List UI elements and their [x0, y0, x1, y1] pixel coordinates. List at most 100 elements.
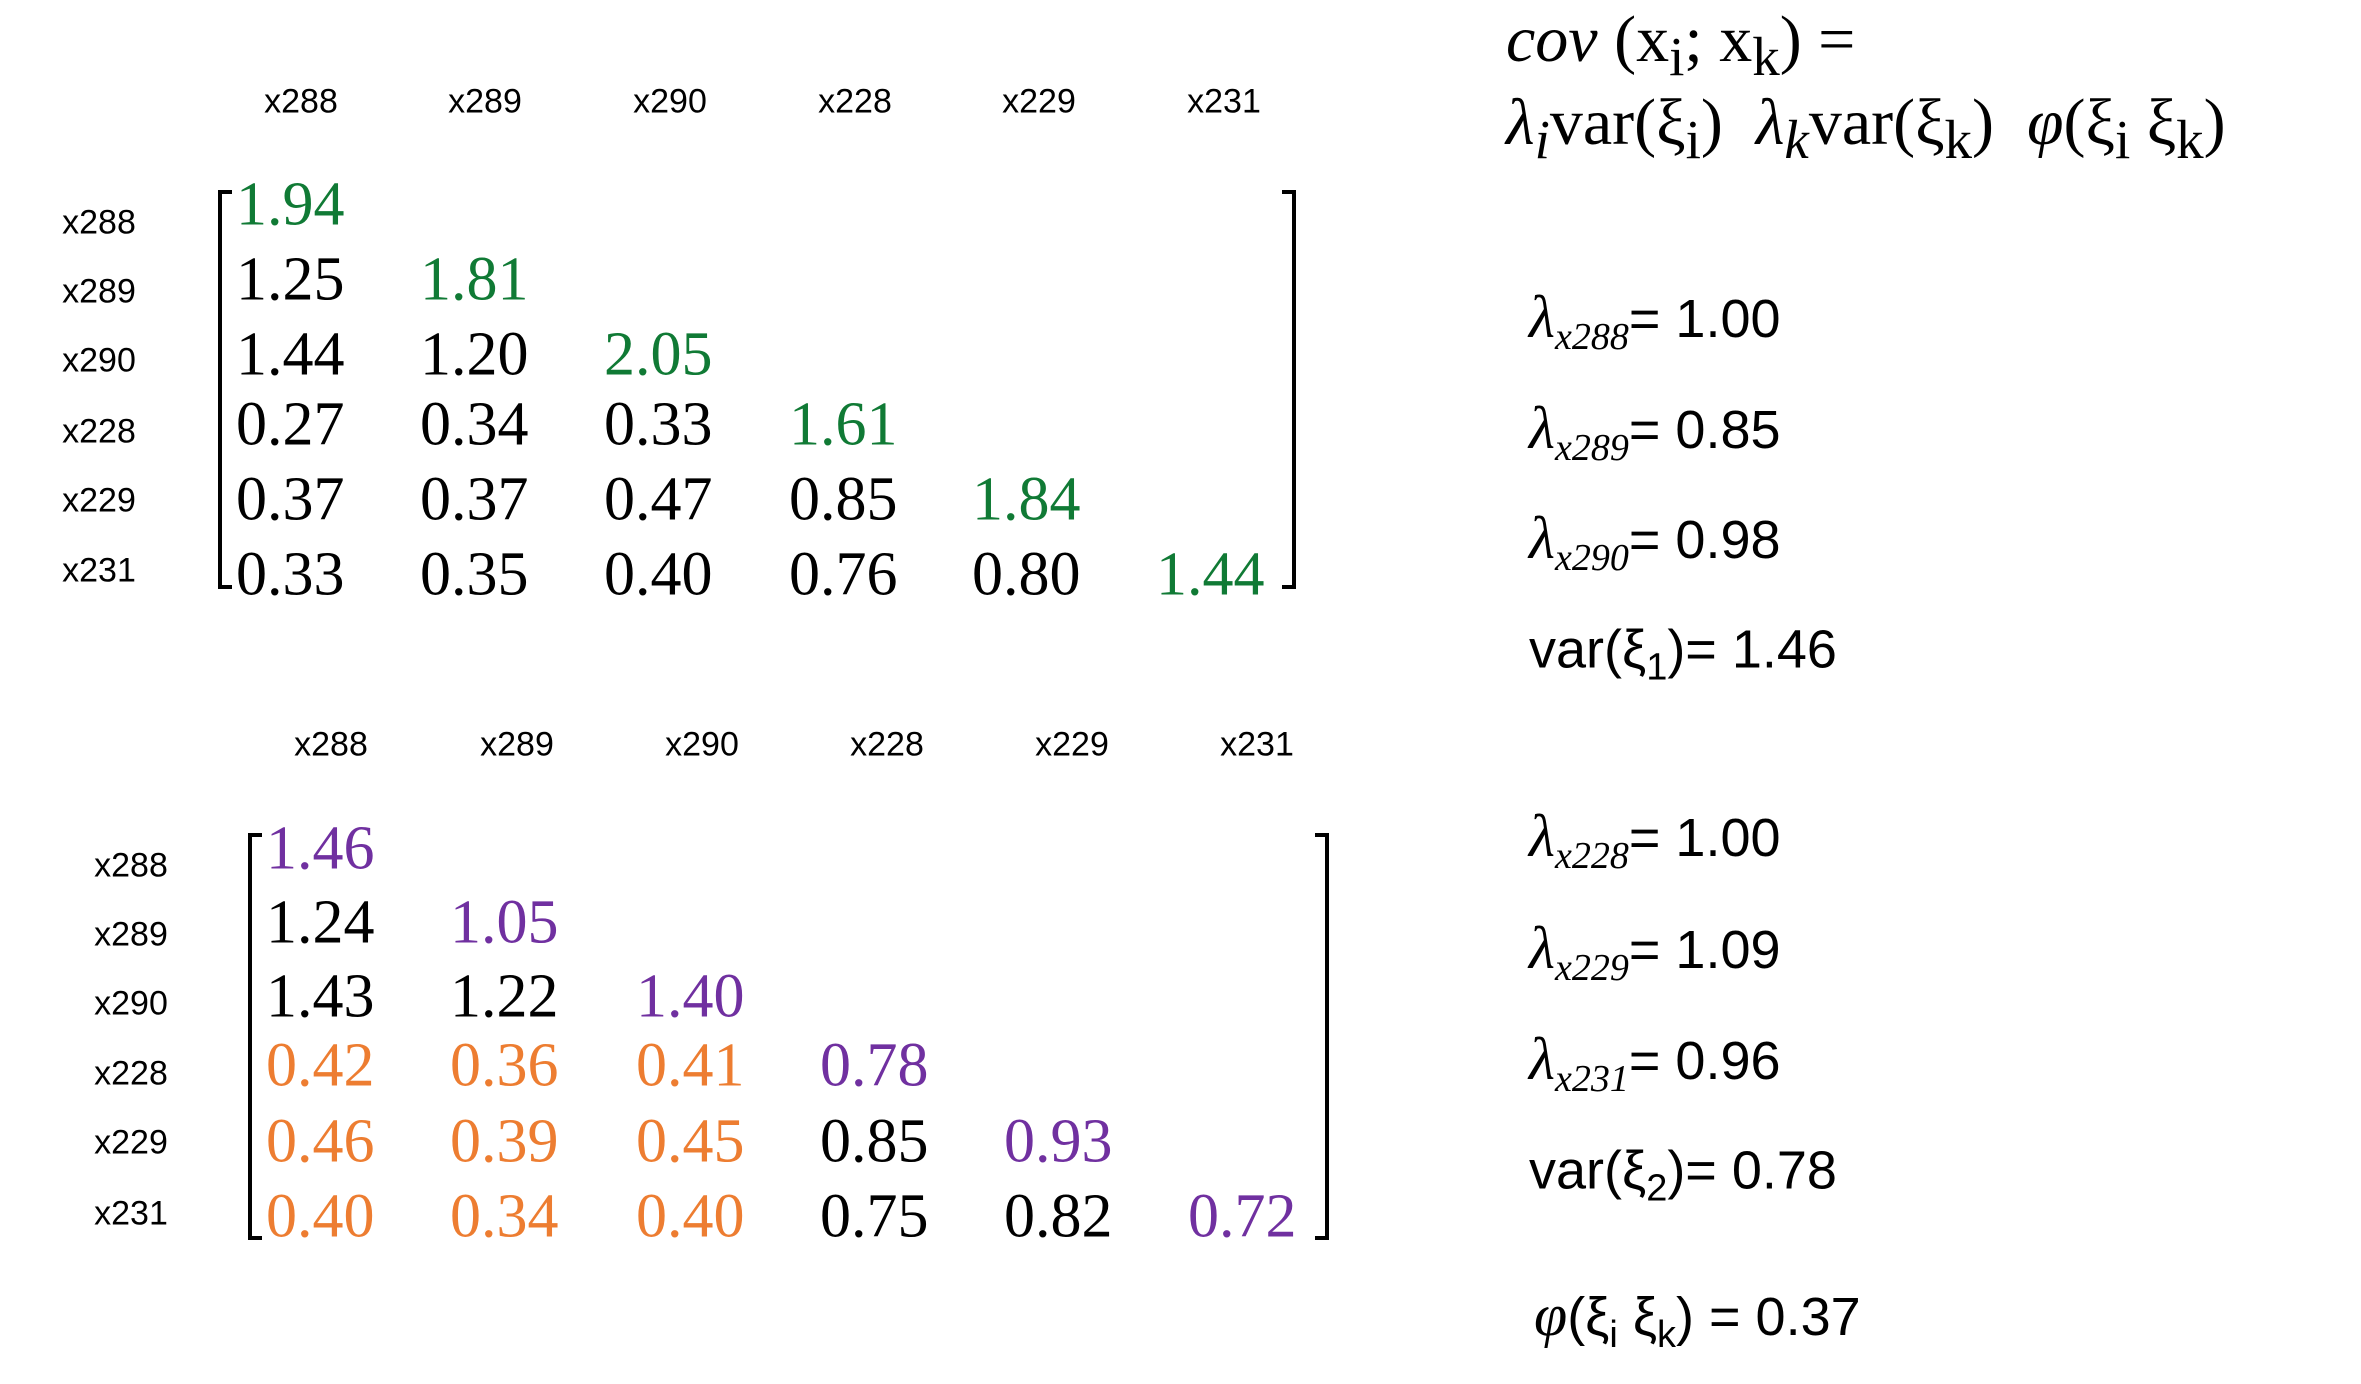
- matrix-cell: 0.27: [236, 390, 345, 459]
- phi-symbol: φ: [1534, 1282, 1568, 1349]
- variance-sub: 2: [1646, 1167, 1668, 1210]
- matrix-cell: 0.35: [420, 540, 529, 609]
- matrix-cell: 1.44: [1156, 540, 1265, 609]
- matrix-cell: 1.81: [420, 245, 529, 314]
- column-header: x288: [294, 725, 368, 764]
- column-header: x290: [665, 725, 739, 764]
- matrix-cell: 0.36: [450, 1031, 559, 1100]
- row-header: x229: [62, 481, 136, 520]
- variance-label: var(ξ: [1529, 1140, 1647, 1201]
- phi-sub: k: [1657, 1313, 1677, 1356]
- matrix-cell: 1.46: [266, 814, 375, 883]
- lambda-symbol: λ: [1529, 915, 1555, 982]
- loading-value: = 1.00: [1628, 808, 1781, 869]
- loading-value: = 1.09: [1628, 920, 1781, 981]
- matrix-cell: 1.05: [450, 888, 559, 957]
- matrix-cell: 1.20: [420, 320, 529, 389]
- factor-correlation-line: φ(ξi ξk) = 0.37: [1534, 1281, 1861, 1357]
- loading-line: λx290= 0.98: [1529, 504, 1781, 580]
- row-header: x229: [94, 1123, 168, 1162]
- formula-text: (x: [1614, 2, 1670, 76]
- loading-sub: x288: [1555, 315, 1629, 358]
- loading-line: λx228= 1.00: [1529, 802, 1781, 878]
- formula-text: ): [1972, 85, 1995, 159]
- lambda-symbol: λ: [1529, 284, 1555, 351]
- matrix-cell: 1.43: [266, 962, 375, 1031]
- loading-sub: x228: [1555, 834, 1629, 877]
- matrix-cell: 0.37: [420, 465, 529, 534]
- matrix-cell: 0.80: [972, 540, 1081, 609]
- column-header: x228: [818, 82, 892, 121]
- matrix-cell: 1.44: [236, 320, 345, 389]
- variance-label: var(ξ: [1529, 619, 1647, 680]
- variance-sub: 1: [1646, 646, 1668, 689]
- column-header: x289: [480, 725, 554, 764]
- loading-sub: x289: [1555, 426, 1629, 469]
- matrix-cell: 0.82: [1004, 1182, 1113, 1251]
- formula-line-2: λivar(ξi) λkvar(ξk) φ(ξi ξk): [1506, 85, 2226, 171]
- formula-sub: i: [1669, 26, 1685, 88]
- right-bracket: [1315, 833, 1329, 1240]
- row-header: x288: [62, 203, 136, 242]
- column-header: x229: [1002, 82, 1076, 121]
- lambda-symbol: λ: [1755, 85, 1785, 159]
- row-header: x231: [62, 551, 136, 590]
- column-header: x290: [633, 82, 707, 121]
- column-header: x229: [1035, 725, 1109, 764]
- matrix-cell: 0.93: [1004, 1107, 1113, 1176]
- formula-text: (ξ: [2063, 85, 2115, 159]
- row-header: x228: [94, 1054, 168, 1093]
- left-bracket: [248, 833, 262, 1240]
- column-header: x289: [448, 82, 522, 121]
- formula-sub: k: [1784, 109, 1809, 171]
- formula-sub: k: [1752, 26, 1780, 88]
- matrix-cell: 0.47: [604, 465, 713, 534]
- variance-line: var(ξ2)= 0.78: [1529, 1140, 1837, 1211]
- lambda-symbol: λ: [1506, 85, 1535, 159]
- matrix-cell: 1.25: [236, 245, 345, 314]
- formula-sub: k: [1944, 109, 1973, 171]
- formula-sub: i: [1534, 109, 1550, 171]
- column-header: x231: [1187, 82, 1261, 121]
- row-header: x290: [62, 341, 136, 380]
- matrix-cell: 0.40: [604, 540, 713, 609]
- phi-text: ξ: [1617, 1287, 1658, 1348]
- right-bracket: [1282, 190, 1296, 589]
- matrix-cell: 0.72: [1188, 1182, 1297, 1251]
- loading-line: λx231= 0.96: [1529, 1025, 1781, 1101]
- phi-text: (ξ: [1567, 1287, 1610, 1348]
- matrix-cell: 1.40: [636, 962, 745, 1031]
- row-header: x289: [62, 272, 136, 311]
- matrix-cell: 0.76: [789, 540, 898, 609]
- matrix-cell: 1.22: [450, 962, 559, 1031]
- row-header: x231: [94, 1194, 168, 1233]
- lambda-symbol: λ: [1529, 395, 1555, 462]
- matrix-cell: 1.94: [236, 170, 345, 239]
- formula-text: ) =: [1779, 2, 1856, 76]
- matrix-cell: 0.85: [789, 465, 898, 534]
- formula-sub: k: [2176, 109, 2204, 171]
- loading-sub: x290: [1555, 536, 1629, 579]
- matrix-cell: 2.05: [604, 320, 713, 389]
- row-header: x228: [62, 412, 136, 451]
- matrix-cell: 1.84: [972, 465, 1081, 534]
- row-header: x290: [94, 984, 168, 1023]
- matrix-cell: 0.39: [450, 1107, 559, 1176]
- matrix-cell: 0.40: [636, 1182, 745, 1251]
- loading-line: λx289= 0.85: [1529, 394, 1781, 470]
- loading-line: λx288= 1.00: [1529, 283, 1781, 359]
- loading-sub: x229: [1555, 946, 1629, 989]
- matrix-cell: 1.24: [266, 888, 375, 957]
- matrix-cell: 0.45: [636, 1107, 745, 1176]
- loading-value: = 0.98: [1628, 510, 1781, 571]
- formula-text: ): [2203, 85, 2226, 159]
- row-header: x288: [94, 846, 168, 885]
- matrix-cell: 0.78: [820, 1031, 929, 1100]
- formula-text: var(ξ: [1549, 85, 1686, 159]
- loading-value: = 0.96: [1628, 1031, 1781, 1092]
- loading-line: λx229= 1.09: [1529, 914, 1781, 990]
- matrix-cell: 0.33: [604, 390, 713, 459]
- column-header: x231: [1220, 725, 1294, 764]
- variance-value: )= 0.78: [1667, 1140, 1837, 1201]
- cov-symbol: cov: [1506, 2, 1598, 76]
